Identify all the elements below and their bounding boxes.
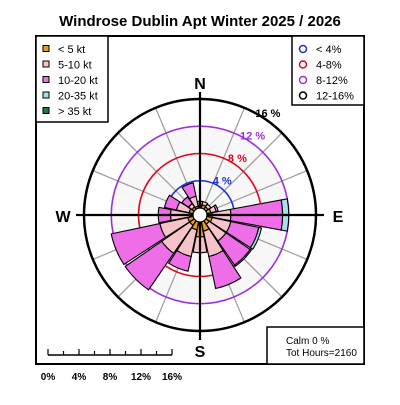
ring-label-12: 12 % [240, 130, 265, 142]
speed-legend-swatch-3 [42, 76, 50, 83]
frequency-legend-marker-16 [298, 91, 308, 100]
scale-bar-label: 4% [72, 372, 87, 383]
ring-label-8: 8 % [228, 153, 247, 165]
compass-label-s: S [195, 344, 206, 361]
compass-labels: N E S W [55, 76, 343, 361]
chart-title: Windrose Dublin Apt Winter 2025 / 2026 [59, 13, 341, 30]
speed-legend-swatch-1 [42, 45, 50, 52]
wedge-nnw-bin-3 [181, 182, 197, 200]
calm-box [266, 326, 365, 365]
calm-total-box: Calm 0 % Tot Hours=2160 [266, 326, 365, 365]
spoke-nne [199, 107, 245, 216]
speed-legend-label-4: 20-35 kt [58, 91, 98, 103]
frequency-legend-marker-12 [298, 75, 308, 85]
scale-bar: 0% 4% 8% 12% 16% [41, 349, 182, 383]
wedge-sse-bin-3 [208, 249, 242, 290]
speed-legend-label-2: 5-10 kt [58, 60, 92, 72]
wedge-ese-bin-4 [249, 226, 263, 251]
frequency-legend-label-12: 8-12% [316, 75, 348, 87]
scale-bar-label: 16% [162, 372, 182, 383]
calm-text: Calm 0 % [286, 336, 329, 347]
compass-label-w: W [55, 209, 71, 226]
ring-label-16: 16 % [255, 108, 280, 120]
frequency-legend: < 4% 4-8% 8-12% 12-16% [291, 35, 365, 106]
speed-legend-label-5: > 35 kt [58, 106, 91, 118]
frequency-legend-box [291, 35, 365, 106]
scale-bar-label: 0% [41, 372, 56, 383]
compass-label-n: N [194, 76, 206, 93]
wedges [110, 182, 290, 291]
speed-legend-swatch-4 [42, 91, 50, 99]
frequency-legend-label-8: 4-8% [316, 60, 342, 72]
wedge-wnw-bin-3 [163, 194, 181, 211]
wedge-wsw-bin-3 [110, 222, 167, 266]
frequency-legend-marker-8 [298, 60, 308, 69]
speed-legend: < 5 kt 5-10 kt 10-20 kt 20-35 kt > 35 kt [35, 35, 109, 123]
speed-legend-swatch-5 [42, 107, 50, 114]
total-hours-text: Tot Hours=2160 [286, 348, 357, 359]
wedge-nw-bin-3 [181, 196, 193, 208]
frequency-legend-label-4: < 4% [316, 44, 342, 56]
spoke-ne [199, 132, 283, 216]
frequency-legend-label-16: 12-16% [316, 91, 354, 103]
speed-legend-label-3: 10-20 kt [58, 75, 98, 87]
scale-bar-label: 8% [103, 372, 118, 383]
ring-label-4: 4 % [213, 176, 232, 188]
wedge-se-bin-4 [233, 248, 253, 268]
plot-frame [35, 35, 365, 365]
wedge-sw-bin-3 [124, 240, 175, 291]
frequency-legend-marker-4 [298, 44, 308, 54]
speed-legend-swatch-2 [42, 60, 50, 68]
rose-area: 4 % 8 % 12 % 16 % [76, 92, 324, 340]
wedge-ssw-bin-3 [167, 249, 192, 272]
spoke-ene [199, 170, 308, 216]
calm-centre [192, 207, 208, 223]
scale-bar-label: 12% [131, 372, 151, 383]
compass-label-e: E [333, 209, 344, 226]
speed-legend-label-1: < 5 kt [58, 44, 85, 56]
